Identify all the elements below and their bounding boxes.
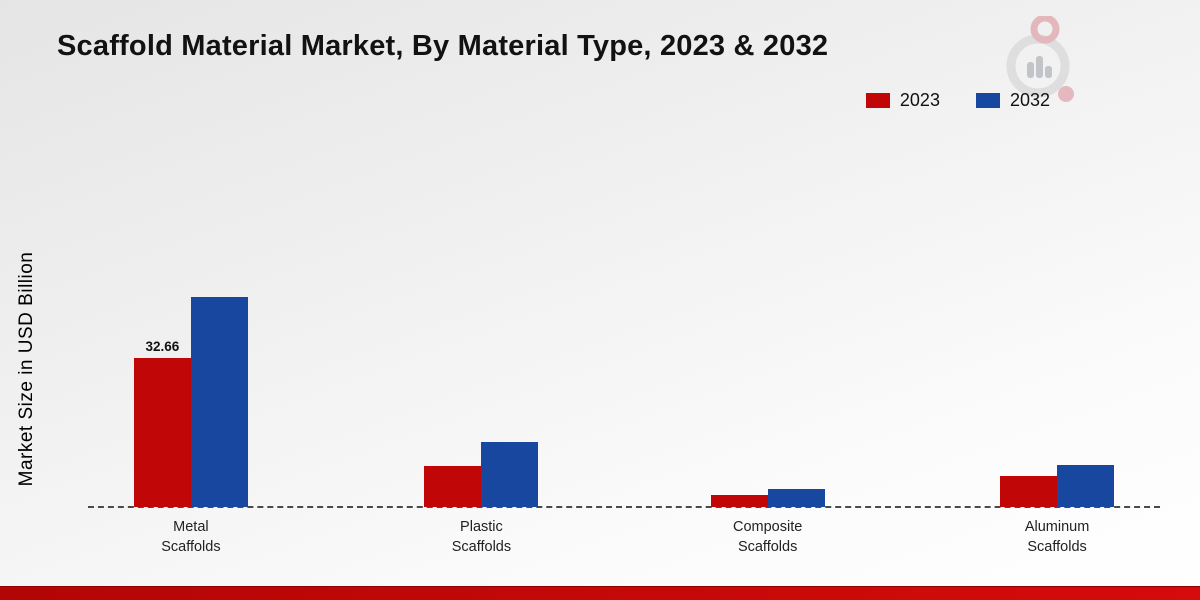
category-label: Plastic Scaffolds [451, 519, 512, 556]
bar-2023-composite-scaffolds [710, 495, 768, 507]
bar-2023-aluminum-scaffolds [1000, 476, 1058, 507]
bar-2032-aluminum-scaffolds [1057, 465, 1115, 507]
legend-label-2032: 2032 [1009, 90, 1050, 110]
y-axis-label: Market Size in USD Billion [16, 251, 37, 487]
category-label: Metal Scaffolds [161, 519, 221, 556]
category-label: Composite Scaffolds [732, 519, 803, 556]
bar-2023-plastic-scaffolds [424, 466, 482, 507]
legend-item-2032: 2032 [975, 90, 1050, 111]
plot-area: 32.66 Metal Scaffolds Plastic Scaffolds Compo… [88, 200, 1160, 555]
bar-group: Plastic Scaffolds [424, 442, 539, 555]
bar-group: 32.66 Metal Scaffolds [133, 297, 248, 555]
bar-value-label: 32.66 [145, 339, 180, 354]
category-label: Aluminum Scaffolds [1024, 519, 1090, 556]
legend-swatch-2032 [975, 93, 1000, 108]
bar-2032-plastic-scaffolds [481, 442, 539, 507]
legend-swatch-2023 [865, 93, 890, 108]
legend: 2023 2032 [865, 90, 1050, 111]
bar-group: Aluminum Scaffolds [1000, 465, 1115, 555]
bar-2032-composite-scaffolds [767, 489, 825, 507]
legend-item-2023: 2023 [865, 90, 940, 111]
bar-2032-metal-scaffolds [190, 297, 248, 507]
chart-title: Scaffold Material Market, By Material Ty… [57, 30, 829, 62]
footer-band [0, 586, 1200, 600]
legend-label-2023: 2023 [899, 90, 940, 110]
bar-group: Composite Scaffolds [710, 489, 825, 555]
bar-2023-metal-scaffolds: 32.66 [133, 339, 191, 507]
x-axis-baseline [88, 506, 1160, 508]
mrfr-logo-graphic [1006, 14, 1074, 102]
mrfr-logo-icon [998, 14, 1082, 108]
